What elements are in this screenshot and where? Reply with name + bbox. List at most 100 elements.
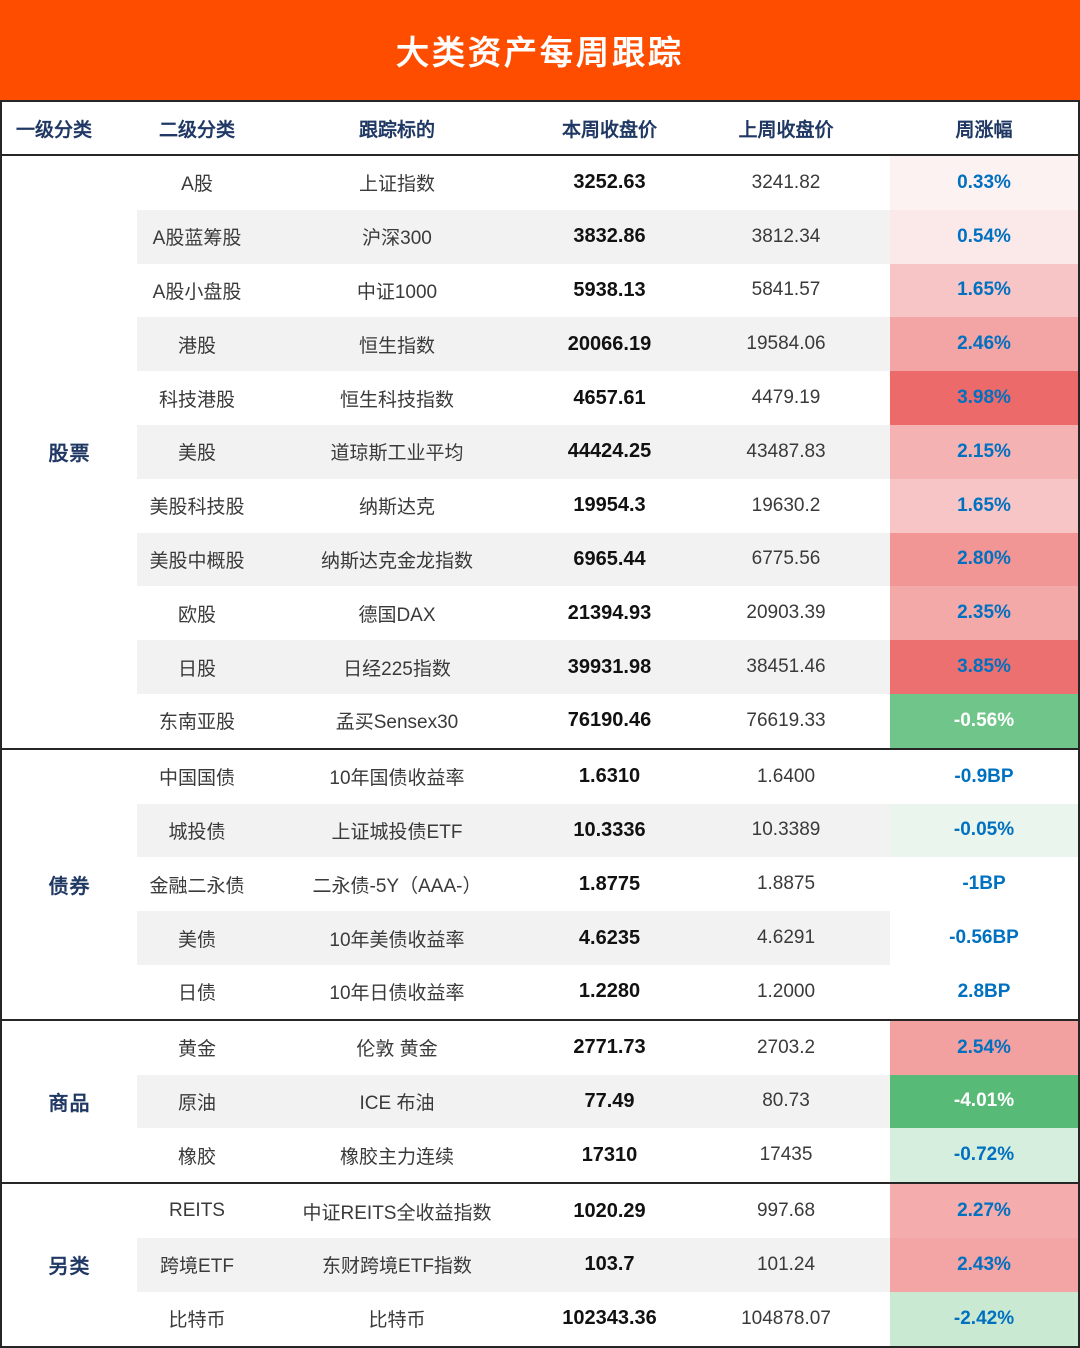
table-row: 中国国债 10年国债收益率 1.6310 1.6400 -0.9BP bbox=[137, 749, 1078, 804]
col-header-last-week-close: 上周收盘价 bbox=[738, 119, 834, 141]
weekly-change-cell: -2.42% bbox=[890, 1291, 1078, 1346]
tracking-target-cell: 孟买Sensex30 bbox=[335, 712, 459, 734]
last-week-close-cell: 20903.39 bbox=[746, 602, 826, 624]
table-row: 港股 恒生指数 20066.19 19584.06 2.46% bbox=[137, 317, 1078, 372]
table-row: A股蓝筹股 沪深300 3832.86 3812.34 0.54% bbox=[137, 209, 1078, 264]
tracking-target-cell: 10年日债收益率 bbox=[329, 983, 465, 1005]
last-week-close-cell: 997.68 bbox=[756, 1200, 816, 1222]
secondary-category-cell: 中国国债 bbox=[158, 768, 235, 790]
last-week-close-cell: 38451.46 bbox=[746, 656, 826, 678]
table-row: 美债 10年美债收益率 4.6235 4.6291 -0.56BP bbox=[137, 911, 1078, 965]
secondary-category-cell: 美股科技股 bbox=[149, 497, 245, 519]
asset-section-2: 商品 黄金 伦敦 黄金 2771.73 2703.2 2.54% 原油 ICE 布油 77.49… bbox=[2, 1018, 1078, 1183]
weekly-change-cell: -0.56% bbox=[890, 693, 1078, 748]
last-week-close-cell: 101.24 bbox=[756, 1253, 816, 1275]
secondary-category-cell: 日债 bbox=[177, 983, 216, 1005]
secondary-category-cell: 东南亚股 bbox=[158, 712, 235, 734]
weekly-change-cell: 2.46% bbox=[890, 317, 1078, 372]
last-week-close-cell: 4.6291 bbox=[756, 927, 816, 949]
tracking-target-cell: 道琼斯工业平均 bbox=[330, 443, 464, 465]
tracking-target-cell: 比特币 bbox=[368, 1310, 426, 1332]
secondary-category-cell: 跨境ETF bbox=[160, 1256, 234, 1278]
weekly-change-cell: 2.15% bbox=[890, 424, 1078, 479]
this-week-close-cell: 76190.46 bbox=[567, 709, 652, 732]
secondary-category-cell: A股蓝筹股 bbox=[152, 228, 242, 250]
secondary-category-cell: REITS bbox=[169, 1200, 225, 1222]
table-row: 比特币 比特币 102343.36 104878.07 -2.42% bbox=[137, 1291, 1078, 1346]
page-title: 大类资产每周跟踪 bbox=[396, 34, 684, 71]
table-row: 城投债 上证城投债ETF 10.3336 10.3389 -0.05% bbox=[137, 803, 1078, 858]
primary-category-cell: 股票 bbox=[2, 156, 137, 748]
table-row: 美股科技股 纳斯达克 19954.3 19630.2 1.65% bbox=[137, 478, 1078, 533]
this-week-close-cell: 77.49 bbox=[584, 1089, 635, 1112]
weekly-change-cell: -0.9BP bbox=[890, 749, 1078, 804]
this-week-close-cell: 20066.19 bbox=[567, 332, 652, 355]
secondary-category-cell: 港股 bbox=[177, 335, 216, 357]
primary-category-cell: 债券 bbox=[2, 749, 137, 1019]
secondary-category-cell: 比特币 bbox=[168, 1310, 226, 1332]
table-row: 东南亚股 孟买Sensex30 76190.46 76619.33 -0.56% bbox=[137, 693, 1078, 748]
asset-section-0: 股票 A股 上证指数 3252.63 3241.82 0.33% A股蓝筹股 沪深300 383… bbox=[2, 154, 1078, 748]
table-row: A股 上证指数 3252.63 3241.82 0.33% bbox=[137, 156, 1078, 210]
asset-section-3: 另类 REITS 中证REITS全收益指数 1020.29 997.68 2.27% 跨境E… bbox=[2, 1182, 1078, 1346]
asset-section-1: 债券 中国国债 10年国债收益率 1.6310 1.6400 -0.9BP 城投债 上证城投债… bbox=[2, 747, 1078, 1019]
table-row: 日债 10年日债收益率 1.2280 1.2000 2.8BP bbox=[137, 964, 1078, 1019]
section-rows: 黄金 伦敦 黄金 2771.73 2703.2 2.54% 原油 ICE 布油 77.49 80… bbox=[137, 1020, 1078, 1183]
this-week-close-cell: 6965.44 bbox=[573, 547, 646, 570]
weekly-change-cell: 2.54% bbox=[890, 1020, 1078, 1075]
weekly-change-cell: 1.65% bbox=[890, 478, 1078, 533]
secondary-category-cell: A股 bbox=[181, 174, 213, 196]
secondary-category-cell: 美股中概股 bbox=[149, 550, 245, 572]
table-row: 原油 ICE 布油 77.49 80.73 -4.01% bbox=[137, 1074, 1078, 1129]
tracking-target-cell: 纳斯达克金龙指数 bbox=[320, 550, 473, 572]
weekly-change-cell: 2.27% bbox=[890, 1184, 1078, 1238]
this-week-close-cell: 19954.3 bbox=[573, 494, 646, 517]
this-week-close-cell: 39931.98 bbox=[567, 655, 652, 678]
tracking-target-cell: 中证1000 bbox=[356, 281, 438, 303]
table-row: 黄金 伦敦 黄金 2771.73 2703.2 2.54% bbox=[137, 1020, 1078, 1075]
tracking-target-cell: ICE 布油 bbox=[359, 1092, 435, 1114]
tracking-target-cell: 中证REITS全收益指数 bbox=[302, 1202, 492, 1224]
secondary-category-cell: 美股 bbox=[177, 443, 216, 465]
tracking-target-cell: 恒生科技指数 bbox=[339, 389, 454, 411]
this-week-close-cell: 1.8775 bbox=[578, 872, 641, 895]
this-week-close-cell: 1020.29 bbox=[573, 1199, 646, 1222]
primary-category-label: 债券 bbox=[48, 875, 91, 898]
this-week-close-cell: 102343.36 bbox=[562, 1307, 657, 1330]
secondary-category-cell: 城投债 bbox=[168, 821, 226, 843]
last-week-close-cell: 17435 bbox=[759, 1144, 813, 1166]
tracking-target-cell: 二永债-5Y（AAA-） bbox=[312, 875, 482, 897]
weekly-change-cell: -1BP bbox=[890, 857, 1078, 912]
weekly-change-cell: 2.43% bbox=[890, 1237, 1078, 1292]
secondary-category-cell: A股小盘股 bbox=[152, 281, 242, 303]
last-week-close-cell: 3241.82 bbox=[751, 171, 821, 193]
primary-category-label: 另类 bbox=[48, 1256, 91, 1279]
secondary-category-cell: 黄金 bbox=[177, 1039, 216, 1061]
last-week-close-cell: 76619.33 bbox=[746, 709, 826, 731]
last-week-close-cell: 6775.56 bbox=[751, 548, 821, 570]
last-week-close-cell: 80.73 bbox=[762, 1090, 810, 1112]
section-rows: A股 上证指数 3252.63 3241.82 0.33% A股蓝筹股 沪深300 3832.… bbox=[137, 156, 1078, 748]
this-week-close-cell: 17310 bbox=[581, 1143, 638, 1166]
table-row: 橡胶 橡胶主力连续 17310 17435 -0.72% bbox=[137, 1128, 1078, 1183]
this-week-close-cell: 1.6310 bbox=[578, 765, 641, 788]
col-header-secondary-category: 二级分类 bbox=[158, 119, 235, 141]
last-week-close-cell: 43487.83 bbox=[746, 440, 826, 462]
this-week-close-cell: 44424.25 bbox=[567, 440, 652, 463]
col-header-weekly-change: 周涨幅 bbox=[955, 119, 1013, 141]
table-row: A股小盘股 中证1000 5938.13 5841.57 1.65% bbox=[137, 263, 1078, 318]
primary-category-label: 商品 bbox=[48, 1092, 91, 1115]
last-week-close-cell: 1.8875 bbox=[756, 873, 816, 895]
primary-category-label: 股票 bbox=[48, 443, 91, 466]
table-body: 股票 A股 上证指数 3252.63 3241.82 0.33% A股蓝筹股 沪深300 383… bbox=[2, 154, 1078, 1346]
this-week-close-cell: 2771.73 bbox=[573, 1036, 646, 1059]
tracking-target-cell: 沪深300 bbox=[362, 228, 432, 250]
col-header-tracking-target: 跟踪标的 bbox=[358, 119, 435, 141]
last-week-close-cell: 3812.34 bbox=[751, 225, 821, 247]
last-week-close-cell: 2703.2 bbox=[756, 1036, 816, 1058]
tracking-target-cell: 伦敦 黄金 bbox=[356, 1039, 438, 1061]
tracking-target-cell: 上证指数 bbox=[358, 174, 435, 196]
weekly-change-cell: -0.72% bbox=[890, 1128, 1078, 1183]
this-week-close-cell: 10.3336 bbox=[573, 818, 646, 841]
secondary-category-cell: 橡胶 bbox=[177, 1146, 216, 1168]
